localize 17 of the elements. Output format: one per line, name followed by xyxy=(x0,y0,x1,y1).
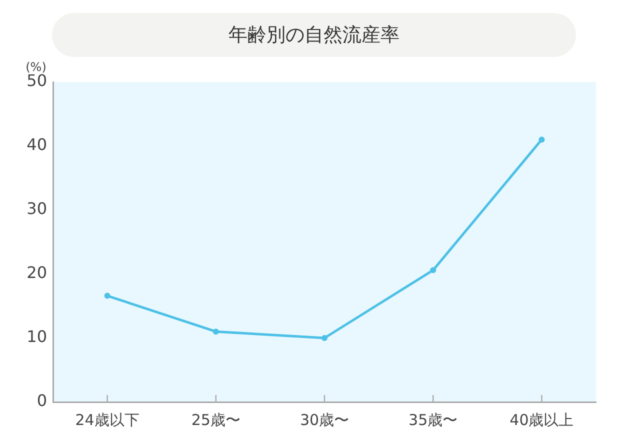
point xyxy=(322,335,328,341)
x-tick-label: 24歳以下 xyxy=(75,410,140,429)
y-tick-label: 10 xyxy=(26,327,47,346)
y-axis-title: (%) xyxy=(26,60,46,74)
point xyxy=(212,328,219,335)
x-tick-label: 40歳以上 xyxy=(510,410,574,429)
x-tick-label: 25歳〜 xyxy=(191,410,240,429)
x-tick-label: 35歳〜 xyxy=(408,410,458,429)
y-tick-label: 0 xyxy=(36,391,47,410)
y-tick-label: 20 xyxy=(26,263,47,282)
point xyxy=(430,267,436,274)
x-tick-label: 30歳〜 xyxy=(300,410,350,429)
chart-title: 年齢別の自然流産率 xyxy=(228,23,400,47)
y-tick-label: 30 xyxy=(26,199,47,218)
y-tick-label: 40 xyxy=(26,135,47,154)
point xyxy=(104,292,110,299)
point xyxy=(538,136,545,143)
